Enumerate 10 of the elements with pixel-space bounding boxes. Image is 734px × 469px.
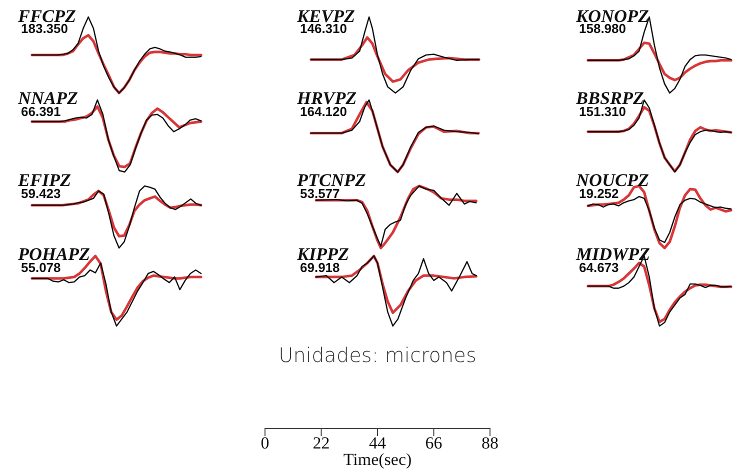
x-tick-label: 0: [260, 433, 270, 452]
annotation: 183.350: [21, 21, 68, 36]
annotation: Unidades: micrones: [278, 343, 476, 367]
annotation: 158.980: [579, 21, 626, 36]
annotation: 146.310: [300, 21, 347, 36]
x-tick-label: 22: [312, 433, 330, 452]
x-tick-label: 66: [425, 433, 442, 452]
x-tick-label: 44: [369, 433, 386, 452]
x-axis-title: Time(sec): [343, 450, 412, 469]
x-tick-label: 88: [482, 433, 498, 452]
